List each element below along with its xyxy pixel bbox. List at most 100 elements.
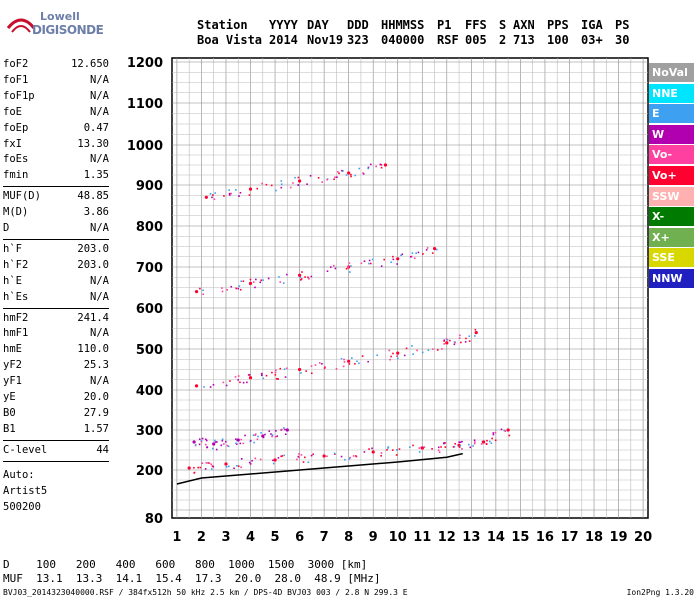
trace-dot	[396, 263, 398, 265]
trace-dot	[423, 446, 426, 448]
param-row: M(D) 3.86	[3, 205, 109, 221]
trace-dot	[469, 446, 472, 449]
trace-dot	[242, 442, 245, 445]
trace-dot	[371, 447, 373, 450]
header-cell: 100	[547, 33, 569, 47]
trace-dot	[280, 183, 283, 186]
trace-dot	[283, 454, 286, 457]
header-cell: 2	[499, 33, 507, 47]
param-name: hmE	[3, 343, 22, 356]
trace-dot	[199, 287, 201, 290]
trace-dot	[274, 369, 277, 372]
trace-dot	[436, 349, 439, 351]
trace-point	[273, 458, 277, 462]
param-row: foEp 0.47	[3, 121, 109, 137]
trace-dot	[491, 437, 493, 440]
trace-dot	[278, 276, 280, 278]
trace-dot	[256, 438, 259, 441]
trace-point	[396, 351, 400, 355]
trace-point	[482, 440, 486, 444]
trace-dot	[227, 465, 230, 468]
param-value: 203.0	[77, 242, 109, 255]
trace-dot	[464, 341, 467, 343]
trace-dot	[396, 355, 398, 358]
trace-dot	[281, 428, 283, 431]
trace-dot	[508, 434, 511, 437]
trace-dot	[254, 286, 256, 289]
trace-dot	[267, 277, 270, 280]
trace-dot	[345, 174, 348, 176]
trace-dot	[380, 164, 383, 166]
legend-item: X+	[649, 227, 694, 247]
trace-dot	[256, 187, 259, 190]
trace-dot	[234, 376, 237, 378]
trace-dot	[356, 360, 358, 363]
header-cell: PPS	[547, 18, 569, 32]
trace-dot	[437, 446, 440, 449]
trace-dot	[237, 375, 240, 377]
trace-dot	[409, 446, 411, 448]
trace-dot	[321, 181, 323, 183]
header-cell: DDD	[347, 18, 369, 32]
trace-dot	[248, 194, 251, 196]
y-tick-label: 300	[136, 424, 163, 439]
trace-dot	[268, 430, 271, 433]
trace-dot	[300, 454, 303, 456]
trace-dot	[403, 354, 406, 357]
trace-dot	[205, 462, 208, 464]
trace-dot	[304, 276, 306, 278]
trace-dot	[368, 262, 370, 265]
trace-dot	[409, 255, 412, 258]
trace-dot	[279, 281, 282, 283]
trace-dot	[222, 381, 225, 384]
trace-dot	[215, 448, 218, 451]
header-cell: Station	[197, 18, 248, 32]
trace-dot	[286, 367, 288, 370]
trace-dot	[200, 439, 203, 442]
trace-dot	[443, 442, 446, 444]
trace-dot	[237, 379, 239, 381]
muf-row: MUF 13.1 13.3 14.1 15.4 17.3 20.0 28.0 4…	[3, 572, 381, 585]
trace-dot	[323, 367, 326, 369]
param-row: yF2 25.3	[3, 358, 109, 374]
legend-item: SSE	[649, 248, 694, 268]
trace-dot	[427, 349, 430, 351]
trace-dot	[202, 293, 204, 295]
trace-dot	[334, 176, 336, 179]
param-name: fmin	[3, 169, 29, 182]
trace-dot	[274, 435, 277, 438]
param-name: foEs	[3, 153, 29, 166]
trace-dot	[306, 183, 308, 185]
trace-dot	[321, 362, 323, 365]
trace-dot	[397, 357, 399, 360]
trace-dot	[280, 186, 283, 189]
param-name: h`F2	[3, 258, 29, 271]
trace-dot	[307, 276, 309, 279]
legend-item: NNW	[649, 268, 694, 289]
trace-dot	[284, 428, 286, 431]
trace-dot	[203, 386, 205, 388]
trace-dot	[392, 352, 394, 355]
trace-dot	[340, 357, 343, 360]
param-value: N/A	[90, 105, 109, 118]
trace-dot	[205, 439, 208, 442]
trace-dot	[276, 435, 279, 437]
trace-dot	[194, 444, 197, 446]
trace-dot	[225, 465, 228, 468]
digisonde-logo: Lowell DIGISONDE	[6, 10, 106, 42]
trace-dot	[237, 465, 240, 467]
trace-dot	[347, 266, 350, 268]
trace-dot	[380, 265, 383, 268]
trace-dot	[259, 281, 262, 284]
trace-dot	[367, 167, 370, 170]
trace-dot	[500, 428, 503, 431]
trace-dot	[281, 455, 284, 457]
param-value: N/A	[90, 290, 109, 303]
trace-dot	[351, 357, 353, 359]
trace-dot	[274, 371, 277, 374]
trace-dot	[348, 457, 351, 460]
param-value: N/A	[90, 327, 109, 340]
trace-dot	[221, 438, 224, 441]
param-value: N/A	[90, 153, 109, 166]
trace-dot	[458, 337, 461, 339]
